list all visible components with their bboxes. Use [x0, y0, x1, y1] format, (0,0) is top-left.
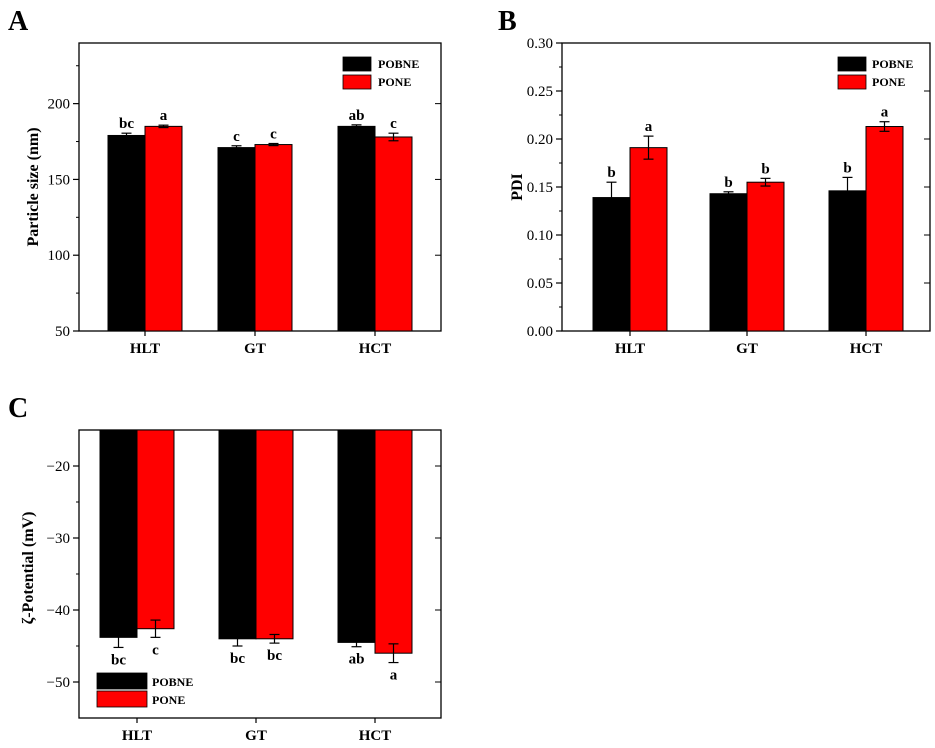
panel-c-y-axis-title: ζ-Potential (mV) [20, 512, 37, 625]
panel-a-legend-label-pobne: POBNE [378, 57, 419, 71]
panel-a-bar-hlt-pone [144, 125, 183, 332]
panel-a-sig-letter-gt-pone: c [270, 126, 277, 142]
panel-c-legend-swatch-pobne [96, 672, 148, 690]
panel-c-bar-gt-pobne [218, 429, 257, 640]
panel-b-sig-letter-hlt-pone: a [645, 119, 653, 135]
panel-b-legend-label-pobne: POBNE [872, 57, 913, 71]
panel-b-bar-hct-pobne [828, 190, 867, 332]
panel-a: A Particle size (nm) 50 100 150 200 bc a HLT c c… [8, 6, 442, 357]
panel-c-sig-letter-hlt-pobne: bc [111, 652, 126, 668]
panel-b-x-tick-label-hlt: HLT [615, 341, 645, 357]
panel-c-x-tick-label-hct: HCT [359, 728, 392, 744]
panel-a-sig-letter-hct-pobne: ab [349, 108, 365, 124]
panel-a-y-axis-title: Particle size (nm) [25, 127, 42, 246]
panel-b-y-tick-label: 0.10 [527, 228, 553, 244]
panel-b-y-tick-label: 0.25 [527, 84, 553, 100]
panel-c-sig-letter-hct-pone: a [390, 668, 398, 684]
panel-c-sig-letter-gt-pobne: bc [230, 651, 245, 667]
panel-b-y-tick-label: 0.05 [527, 276, 553, 292]
panel-a-legend-swatch-pobne [342, 56, 372, 72]
panel-c-bar-hct-pone [374, 429, 413, 654]
panel-b-legend: POBNE PONE [837, 56, 913, 90]
panel-b-x-tick-label-gt: GT [736, 341, 758, 357]
panel-b-legend-swatch-pobne [837, 56, 867, 72]
panel-b-y-tick-label: 0.00 [527, 324, 553, 340]
panel-b-y-tick-label: 0.20 [527, 132, 553, 148]
panel-a-x-tick-label-hct: HCT [359, 341, 392, 357]
panel-a-bar-gt-pone [254, 144, 293, 332]
panel-a-y-tick-label: 200 [48, 97, 71, 113]
panel-c-sig-letter-hlt-pone: c [152, 642, 159, 658]
panel-a-y-tick-label: 50 [55, 324, 70, 340]
panel-a-plot-area: 50 100 150 200 bc a HLT c c GT ab c HCT [48, 42, 442, 357]
panel-c-legend-label-pobne: POBNE [152, 675, 193, 689]
panel-b-bar-hlt-pone [629, 147, 668, 332]
panel-a-x-tick-label-hlt: HLT [130, 341, 160, 357]
panel-c: C ζ-Potential (mV) −50 −40 −30 −20 bc c HLT bc b… [8, 393, 442, 744]
panel-c-legend: POBNE PONE [96, 672, 193, 708]
panel-c-legend-label-pone: PONE [152, 693, 185, 707]
panel-c-letter: C [8, 393, 28, 424]
panel-a-letter: A [8, 6, 29, 37]
panel-c-y-tick-label: −20 [47, 459, 70, 475]
panel-a-bar-hlt-pobne [107, 134, 146, 332]
panel-b-bar-gt-pone [746, 181, 785, 332]
panel-b-sig-letter-hlt-pobne: b [607, 165, 615, 181]
panel-b: B PDI 0.00 0.05 0.10 0.15 0.20 0.25 0.30 b a HLT b… [498, 6, 931, 357]
panel-c-sig-letter-gt-pone: bc [267, 648, 282, 664]
panel-c-y-tick-label: −40 [47, 603, 70, 619]
panel-c-bar-gt-pone [255, 429, 294, 640]
panel-a-sig-letter-hlt-pone: a [160, 108, 168, 124]
panel-b-sig-letter-gt-pobne: b [724, 175, 732, 191]
panel-b-bar-hct-pone [865, 126, 904, 332]
panel-b-x-tick-label-hct: HCT [850, 341, 883, 357]
panel-c-sig-letter-hct-pobne: ab [349, 652, 365, 668]
panel-b-y-tick-label: 0.30 [527, 36, 553, 52]
panel-b-legend-swatch-pone [837, 74, 867, 90]
panel-c-x-tick-label-hlt: HLT [122, 728, 152, 744]
panel-c-y-tick-label: −30 [47, 531, 70, 547]
panel-a-legend-label-pone: PONE [378, 75, 411, 89]
panel-a-x-tick-label-gt: GT [244, 341, 266, 357]
panel-b-y-axis-title: PDI [509, 173, 526, 201]
panel-a-bar-hct-pone [374, 136, 413, 332]
panel-c-plot-area: −50 −40 −30 −20 bc c HLT bc bc GT ab a HCT [47, 429, 442, 744]
panel-b-legend-label-pone: PONE [872, 75, 905, 89]
panel-c-y-tick-label: −50 [47, 675, 70, 691]
panel-a-bar-hct-pobne [337, 125, 376, 332]
panel-b-plot-area: 0.00 0.05 0.10 0.15 0.20 0.25 0.30 b a HLT b b GT b a H… [527, 36, 931, 357]
panel-a-bar-gt-pobne [217, 147, 256, 332]
panel-b-bar-gt-pobne [709, 193, 748, 332]
panel-b-sig-letter-gt-pone: b [761, 161, 769, 177]
panel-b-sig-letter-hct-pobne: b [843, 160, 851, 176]
panel-b-bar-hlt-pobne [592, 197, 631, 332]
panel-c-bar-hlt-pobne [99, 429, 138, 638]
panel-a-y-tick-label: 100 [48, 248, 71, 264]
panel-a-sig-letter-gt-pobne: c [233, 129, 240, 145]
panel-a-legend: POBNE PONE [342, 56, 419, 90]
panel-a-sig-letter-hct-pone: c [390, 116, 397, 132]
panel-a-sig-letter-hlt-pobne: bc [119, 116, 134, 132]
panel-a-legend-swatch-pone [342, 74, 372, 90]
panel-b-sig-letter-hct-pone: a [881, 105, 889, 121]
panel-a-y-tick-label: 150 [48, 172, 71, 188]
panel-c-legend-swatch-pone [96, 690, 148, 708]
panel-b-y-tick-label: 0.15 [527, 180, 553, 196]
panel-c-x-tick-label-gt: GT [245, 728, 267, 744]
panel-c-bar-hct-pobne [337, 429, 376, 643]
panel-b-letter: B [498, 6, 517, 37]
panel-c-bar-hlt-pone [136, 429, 175, 630]
